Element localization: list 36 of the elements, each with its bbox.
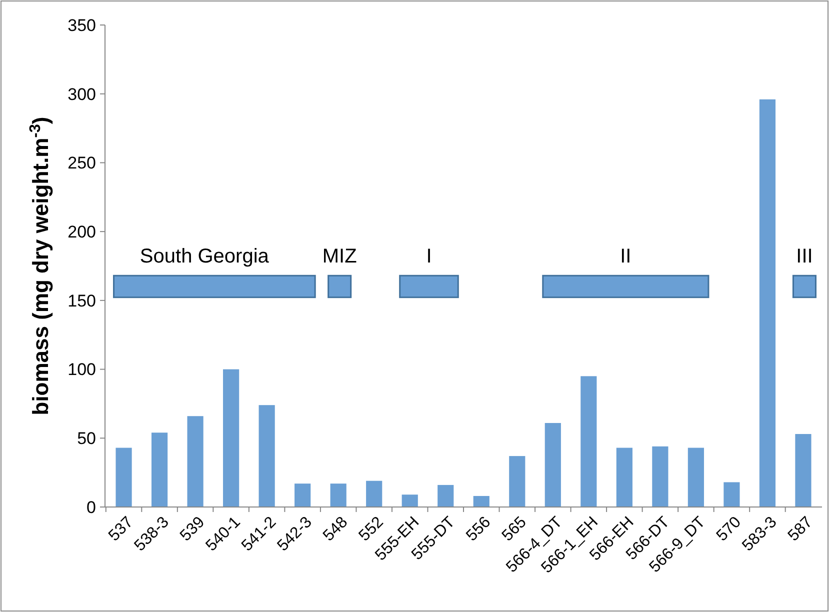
bar bbox=[544, 422, 561, 507]
bar bbox=[616, 448, 632, 507]
annotation: I bbox=[426, 246, 432, 268]
bar bbox=[580, 376, 597, 507]
x-tick-label: 548 bbox=[320, 514, 352, 545]
bar bbox=[366, 480, 382, 507]
bar bbox=[438, 484, 454, 507]
bar bbox=[330, 484, 346, 507]
annotation: South Georgia bbox=[140, 246, 270, 268]
bar bbox=[402, 494, 418, 507]
bar bbox=[187, 416, 204, 507]
bar bbox=[151, 432, 168, 507]
y-tick-label: 350 bbox=[68, 16, 96, 35]
bar bbox=[473, 496, 490, 507]
bar bbox=[294, 484, 311, 507]
bar bbox=[116, 448, 132, 507]
x-tick-label: 587 bbox=[785, 514, 816, 545]
y-tick-label: 0 bbox=[86, 498, 96, 517]
bar bbox=[509, 456, 526, 507]
bar bbox=[759, 99, 776, 507]
annotation: MIZ bbox=[322, 246, 357, 268]
bar bbox=[724, 482, 740, 507]
annotation: II bbox=[620, 246, 632, 268]
y-tick-label: 300 bbox=[68, 84, 96, 104]
bar bbox=[688, 448, 704, 507]
bar bbox=[223, 369, 240, 507]
annotation: III bbox=[796, 246, 813, 268]
bar bbox=[795, 434, 812, 507]
bar bbox=[258, 405, 275, 507]
y-tick-label: 50 bbox=[77, 429, 96, 448]
x-tick-label: 556 bbox=[463, 514, 494, 545]
y-tick-label: 150 bbox=[68, 291, 96, 310]
y-tick-label: 250 bbox=[68, 154, 96, 173]
y-tick-label: 200 bbox=[68, 222, 96, 242]
bar bbox=[652, 446, 668, 507]
y-tick-label: 100 bbox=[68, 360, 96, 380]
